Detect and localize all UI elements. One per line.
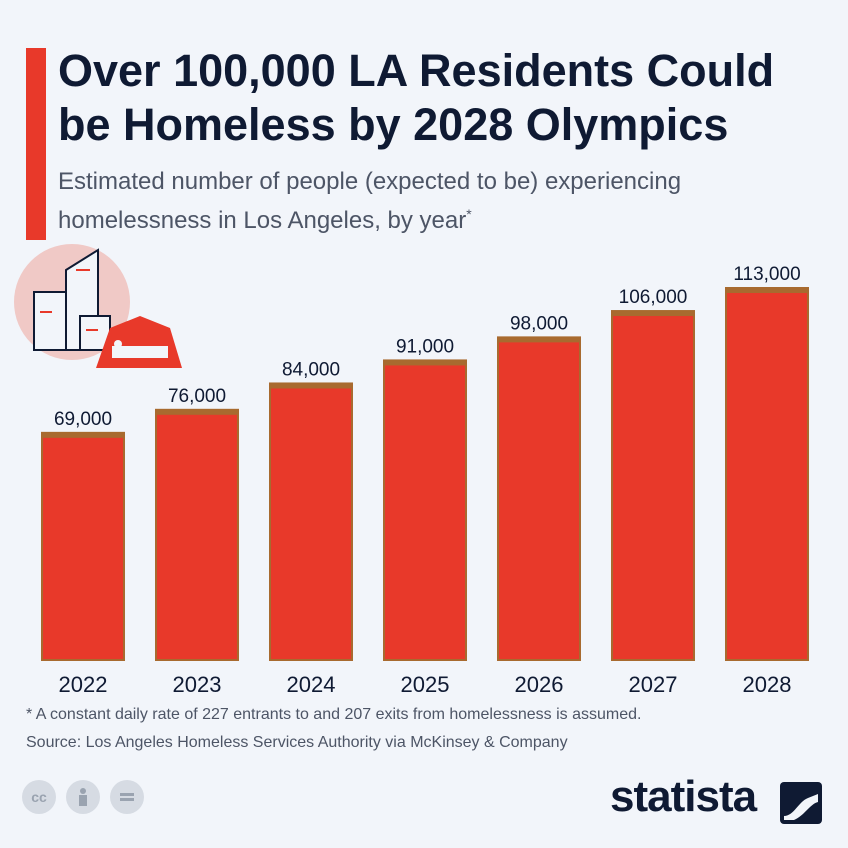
bar-chart: 69,000 76,000 84,000 91,000 98,000 106,000 113… — [41, 264, 809, 697]
category-label-2027: 2027 — [629, 672, 678, 697]
chart-subtitle: Estimated number of people (expected to … — [58, 166, 838, 237]
bar-top-edge-2027 — [612, 311, 694, 317]
value-label-2025: 91,000 — [396, 336, 454, 357]
cc-icon[interactable]: cc — [22, 780, 56, 814]
bars-group — [41, 287, 809, 662]
license-icons: cc — [22, 780, 144, 814]
bar-2028 — [725, 287, 809, 661]
value-label-2023: 76,000 — [168, 386, 226, 407]
category-label-2026: 2026 — [515, 672, 564, 697]
bar-top-edge-2022 — [42, 432, 124, 438]
chart-title: Over 100,000 LA Residents Could be Homel… — [58, 45, 775, 150]
bar-2023 — [155, 408, 239, 661]
category-label-2028: 2028 — [743, 672, 792, 697]
bar-2026 — [497, 336, 581, 662]
category-label-2023: 2023 — [173, 672, 222, 697]
no-derivatives-icon[interactable] — [110, 780, 144, 814]
source-line: Source: Los Angeles Homeless Services Au… — [26, 734, 568, 751]
category-label-2025: 2025 — [401, 672, 450, 697]
bar-2027 — [611, 310, 695, 661]
subtitle-footnote-marker: * — [466, 206, 472, 222]
value-label-2027: 106,000 — [619, 287, 688, 308]
category-label-2022: 2022 — [59, 672, 108, 697]
bar-2025 — [383, 359, 467, 662]
category-label-2024: 2024 — [287, 672, 336, 697]
subtitle-text: Estimated number of people (expected to … — [58, 168, 682, 234]
category-labels-group: 2022 2023 2024 2025 2026 2027 2028 — [59, 672, 792, 697]
homeless-city-illustration — [14, 244, 182, 368]
footnote: * A constant daily rate of 227 entrants … — [26, 706, 642, 723]
bar-top-edge-2024 — [270, 383, 352, 389]
bar-top-edge-2023 — [156, 409, 238, 415]
value-label-2028: 113,000 — [733, 264, 800, 285]
value-label-2024: 84,000 — [282, 359, 340, 380]
statista-logo-text[interactable]: statista — [610, 772, 757, 821]
value-labels-group: 69,000 76,000 84,000 91,000 98,000 106,000 113… — [54, 264, 801, 430]
statista-logo-icon[interactable] — [780, 782, 822, 824]
bar-top-edge-2026 — [498, 337, 580, 343]
attribution-icon[interactable] — [66, 780, 100, 814]
bar-2022 — [41, 431, 125, 661]
value-label-2022: 69,000 — [54, 409, 112, 430]
title-accent-bar — [26, 48, 46, 240]
bar-top-edge-2025 — [384, 360, 466, 366]
value-label-2026: 98,000 — [510, 313, 568, 334]
bar-top-edge-2028 — [726, 288, 808, 293]
bar-2024 — [269, 382, 353, 661]
